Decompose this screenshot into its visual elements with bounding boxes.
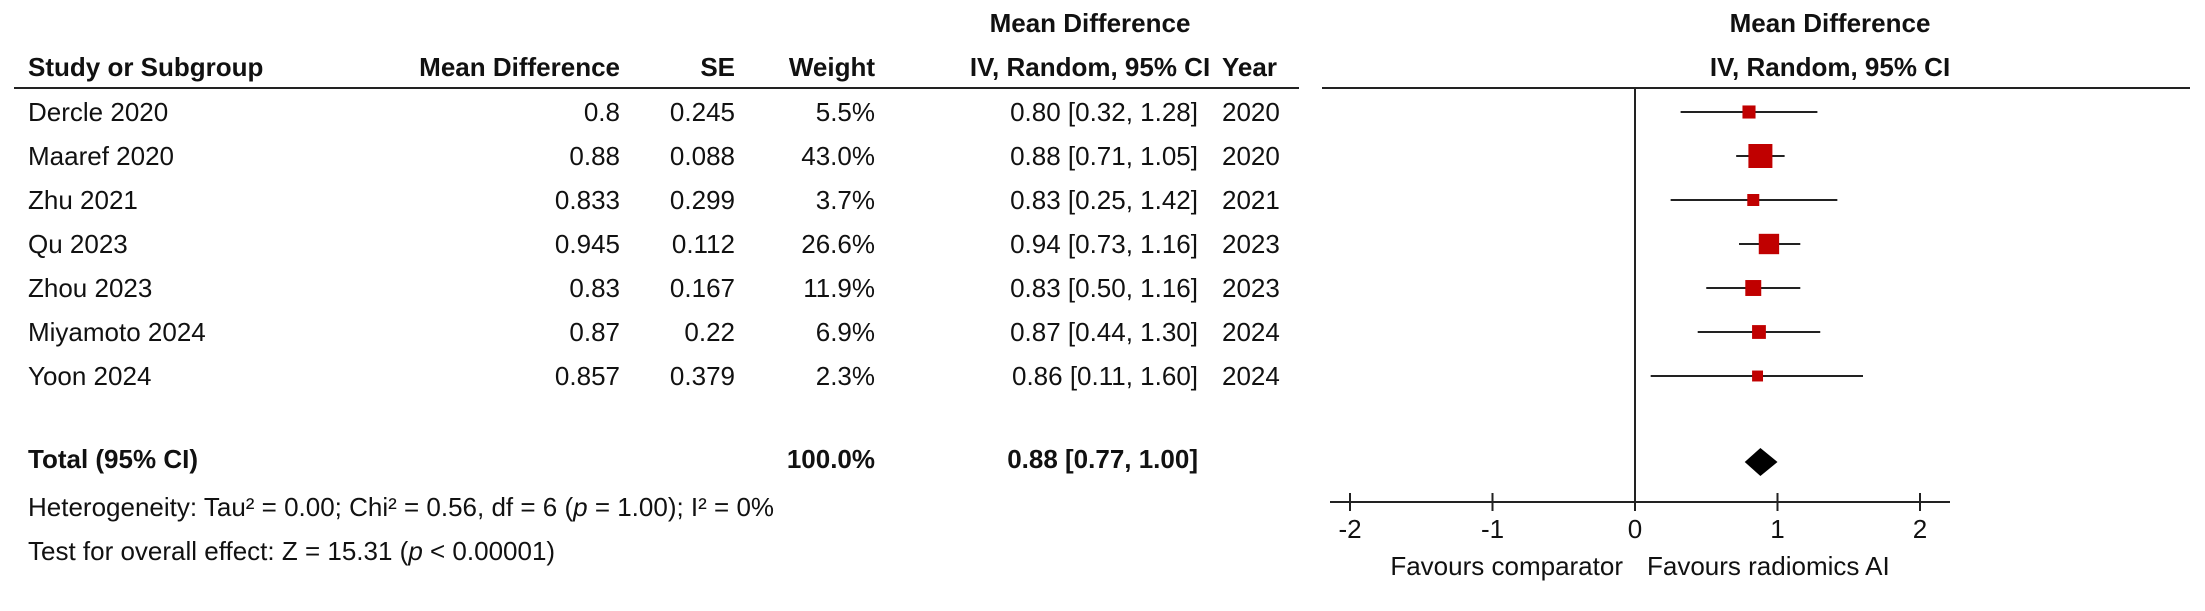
study-md: 0.87 [569, 317, 620, 347]
table-header-rule [14, 87, 1299, 89]
favours-left-label: Favours comparator [1390, 551, 1623, 581]
pooled-diamond [1744, 448, 1778, 476]
effect-square [1758, 233, 1780, 255]
effect-square [1752, 325, 1766, 339]
study-year: 2024 [1222, 361, 1280, 391]
study-se: 0.088 [669, 141, 735, 171]
study-weight: 2.3% [815, 361, 875, 391]
favours-right-label: Favours radiomics AI [1647, 551, 1890, 581]
x-tick-label: 2 [1913, 514, 1927, 544]
effect-square [1752, 370, 1764, 382]
ci-header-top: Mean Difference [989, 8, 1191, 38]
plot-header-rule [1322, 87, 2190, 89]
study-weight: 43.0% [801, 141, 875, 171]
study-md: 0.88 [569, 141, 620, 171]
effect-square [1745, 280, 1762, 296]
x-tick-label: 1 [1770, 514, 1784, 544]
effect-square [1747, 194, 1760, 206]
study-md: 0.857 [554, 361, 620, 391]
study-weight: 3.7% [815, 185, 875, 215]
study-md: 0.945 [554, 229, 620, 259]
study-se: 0.245 [669, 97, 735, 127]
effect-square [1742, 105, 1756, 119]
study-md: 0.8 [583, 97, 620, 127]
md-column-header: Mean Difference [419, 52, 620, 82]
se-column-header: SE [700, 52, 735, 82]
x-tick-label: 0 [1628, 514, 1642, 544]
study-name: Miyamoto 2024 [28, 317, 206, 347]
study-weight: 5.5% [815, 97, 875, 127]
study-ci: 0.94 [0.73, 1.16] [1010, 229, 1198, 259]
study-ci: 0.87 [0.44, 1.30] [1010, 317, 1198, 347]
study-se: 0.167 [669, 273, 735, 303]
total-ci: 0.88 [0.77, 1.00] [1007, 444, 1198, 474]
study-name: Dercle 2020 [28, 97, 169, 127]
study-se: 0.22 [684, 317, 735, 347]
study-year: 2020 [1222, 97, 1280, 127]
study-year: 2023 [1222, 229, 1280, 259]
study-se: 0.299 [669, 185, 735, 215]
study-weight: 6.9% [815, 317, 875, 347]
study-weight: 26.6% [801, 229, 875, 259]
study-ci: 0.88 [0.71, 1.05] [1010, 141, 1198, 171]
study-year: 2024 [1222, 317, 1280, 347]
study-name: Maaref 2020 [28, 141, 174, 171]
study-se: 0.379 [669, 361, 735, 391]
study-name: Qu 2023 [28, 229, 128, 259]
study-se: 0.112 [671, 229, 735, 259]
x-tick-label: -1 [1481, 514, 1504, 544]
plot-header-bottom: IV, Random, 95% CI [1709, 52, 1951, 82]
x-tick-label: -2 [1338, 514, 1361, 544]
study-ci: 0.83 [0.50, 1.16] [1010, 273, 1198, 303]
study-ci: 0.83 [0.25, 1.42] [1010, 185, 1198, 215]
study-md: 0.833 [554, 185, 620, 215]
study-year: 2023 [1222, 273, 1280, 303]
study-md: 0.83 [569, 273, 620, 303]
total-label: Total (95% CI) [28, 444, 198, 474]
ci-header-bottom: IV, Random, 95% CI [969, 52, 1211, 82]
weight-column-header: Weight [788, 52, 875, 82]
study-column-header: Study or Subgroup [28, 52, 264, 82]
plot-header-top: Mean Difference [1729, 8, 1931, 38]
study-ci: 0.80 [0.32, 1.28] [1010, 97, 1198, 127]
study-weight: 11.9% [803, 273, 875, 303]
study-name: Zhou 2023 [28, 273, 153, 303]
study-name: Zhu 2021 [28, 185, 138, 215]
total-weight: 100.0% [786, 444, 875, 474]
year-column-header: Year [1222, 52, 1277, 82]
overall-effect-text: Test for overall effect: Z = 15.31 (p < … [28, 536, 556, 566]
study-year: 2021 [1222, 185, 1280, 215]
heterogeneity-text: Heterogeneity: Tau² = 0.00; Chi² = 0.56,… [28, 492, 775, 522]
effect-square [1748, 144, 1773, 168]
study-year: 2020 [1222, 141, 1280, 171]
study-ci: 0.86 [0.11, 1.60] [1012, 361, 1198, 391]
study-name: Yoon 2024 [28, 361, 152, 391]
